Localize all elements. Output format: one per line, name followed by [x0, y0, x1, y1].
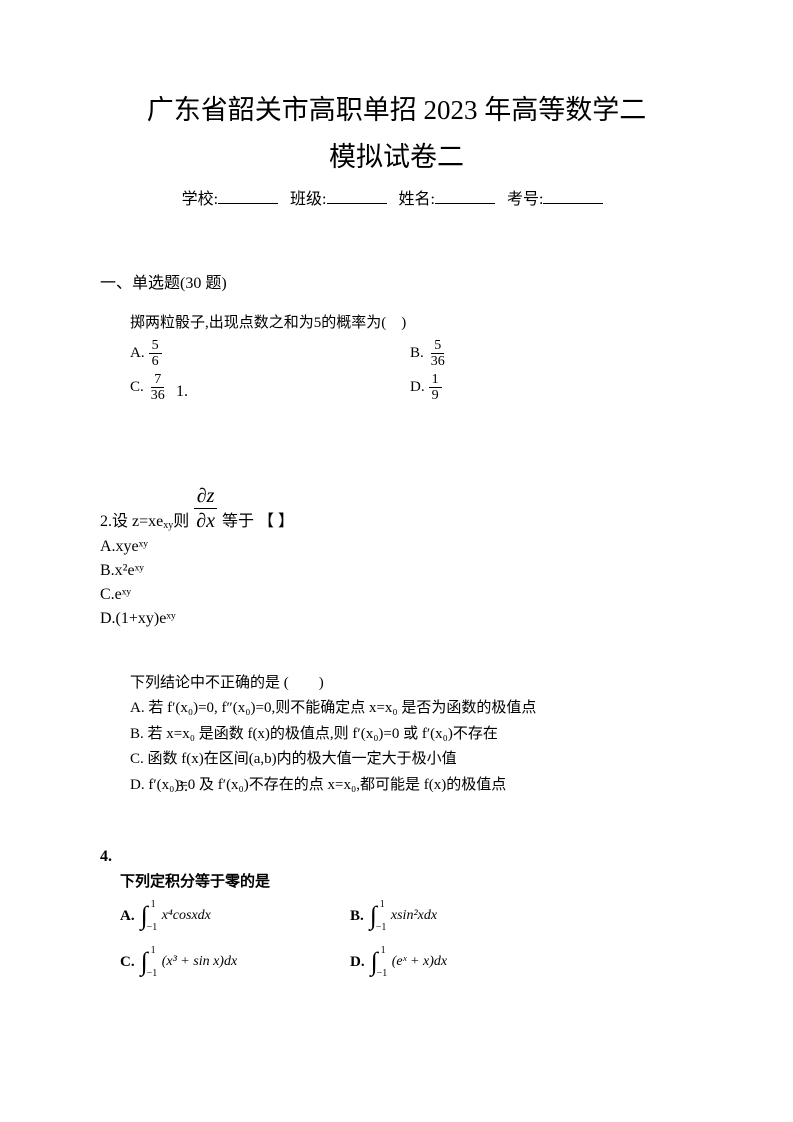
- q1-c-letter: C.: [130, 379, 144, 396]
- q1-b-letter: B.: [410, 345, 424, 362]
- question-1: 掷两粒骰子,出现点数之和为5的概率为( ) A. 56 B. 536 C. 73…: [130, 311, 713, 406]
- q4-option-c: C. ∫1−1 (x³ + sin x)dx: [120, 947, 350, 977]
- q4-option-b: B. ∫1−1 xsin²xdx: [350, 901, 580, 931]
- school-label: 学校:: [182, 191, 218, 208]
- q1-option-c: C. 736: [130, 372, 410, 404]
- q4-c-letter: C.: [120, 954, 135, 971]
- q4-option-a: A. ∫1−1 x⁴cosxdx: [120, 901, 350, 931]
- fraction-icon: 736: [148, 372, 168, 404]
- school-blank[interactable]: [218, 203, 278, 204]
- q4-option-d: D. ∫1−1 (eˣ + x)dx: [350, 947, 580, 977]
- class-blank[interactable]: [327, 203, 387, 204]
- q4-number: 4.: [100, 848, 713, 866]
- question-3: 下列结论中不正确的是 ( ) A. 若 f′(x₀)=0, f″(x₀)=0,则…: [130, 671, 713, 799]
- q3-option-c: C. 函数 f(x)在区间(a,b)内的极大值一定大于极小值: [130, 747, 713, 773]
- q2-option-c: C.eˣʸ: [100, 583, 713, 607]
- integral-icon: ∫1−1 x⁴cosxdx: [141, 901, 211, 931]
- integral-icon: ∫1−1 xsin²xdx: [370, 901, 437, 931]
- question-2: 2.设 z=xexy 则 ∂z ∂x 等于 【 】 A.xyeˣʸ B.x²eˣ…: [100, 486, 713, 631]
- q2-exp: xy: [163, 520, 173, 531]
- q4-text: 下列定积分等于零的是: [120, 870, 713, 891]
- question-4: 4. 下列定积分等于零的是 A. ∫1−1 x⁴cosxdx B. ∫1−1 x…: [100, 848, 713, 977]
- integral-icon: ∫1−1 (eˣ + x)dx: [371, 947, 448, 977]
- exam-title-line1: 广东省韶关市高职单招 2023 年高等数学二: [80, 90, 713, 131]
- q1-a-letter: A.: [130, 345, 145, 362]
- q1-text: 掷两粒骰子,出现点数之和为5的概率为( ): [130, 311, 713, 332]
- q4-b-letter: B.: [350, 908, 364, 925]
- q4-d-letter: D.: [350, 954, 365, 971]
- name-label: 姓名:: [399, 191, 435, 208]
- q2-options: A.xyeˣʸ B.x²eˣʸ C.eˣʸ D.(1+xy)eˣʸ: [100, 535, 713, 631]
- fraction-icon: 56: [149, 338, 162, 370]
- partial-derivative-icon: ∂z ∂x: [193, 486, 218, 531]
- q2-option-a: A.xyeˣʸ: [100, 535, 713, 559]
- q1-option-b: B. 536: [410, 338, 690, 370]
- integral-icon: ∫1−1 (x³ + sin x)dx: [141, 947, 238, 977]
- fraction-icon: 19: [429, 372, 442, 404]
- name-blank[interactable]: [435, 203, 495, 204]
- q2-mid: 则: [173, 507, 189, 531]
- exam-title-line2: 模拟试卷二: [80, 137, 713, 178]
- student-info-row: 学校: 班级: 姓名: 考号:: [80, 185, 713, 209]
- q3-text: 下列结论中不正确的是 ( ): [130, 671, 713, 697]
- q4-a-letter: A.: [120, 908, 135, 925]
- q2-prefix: 2.设 z=xe: [100, 507, 163, 531]
- q1-option-d: D. 19: [410, 372, 690, 404]
- q1-number: 1.: [176, 383, 188, 401]
- q1-option-a: A. 56: [130, 338, 410, 370]
- q3-option-b: B. 若 x=x₀ 是函数 f(x)的极值点,则 f′(x₀)=0 或 f′(x…: [130, 722, 713, 748]
- number-blank[interactable]: [543, 203, 603, 204]
- number-label: 考号:: [507, 191, 543, 208]
- q1-d-letter: D.: [410, 379, 425, 396]
- q3-number: 3.: [176, 778, 188, 796]
- q2-suffix: 等于 【 】: [222, 507, 294, 531]
- section-header: 一、单选题(30 题): [100, 269, 713, 293]
- fraction-icon: 536: [428, 338, 448, 370]
- class-label: 班级:: [290, 191, 326, 208]
- q3-option-a: A. 若 f′(x₀)=0, f″(x₀)=0,则不能确定点 x=x₀ 是否为函…: [130, 696, 713, 722]
- q3-option-d: D. f′(x₀)=0 及 f′(x₀)不存在的点 x=x₀,都可能是 f(x)…: [130, 773, 713, 799]
- q2-option-b: B.x²eˣʸ: [100, 559, 713, 583]
- q2-option-d: D.(1+xy)eˣʸ: [100, 607, 713, 631]
